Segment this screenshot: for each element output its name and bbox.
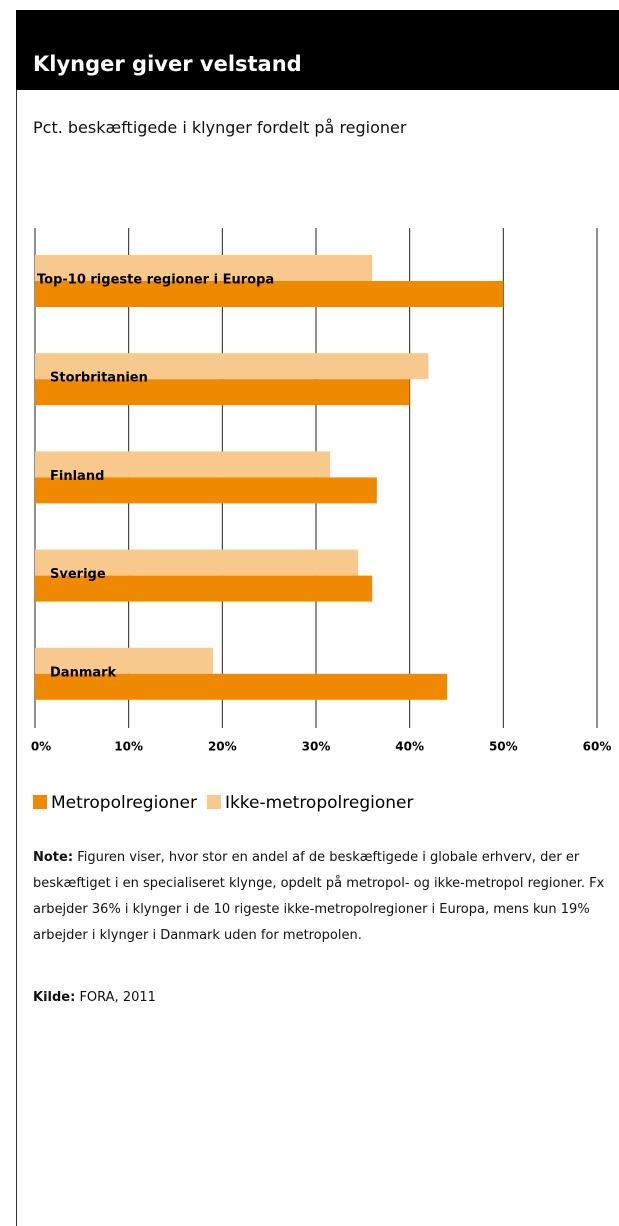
x-tick-label: 20%	[208, 740, 237, 754]
header: Klynger giver velstand	[16, 10, 619, 90]
bar	[35, 379, 410, 406]
legend-label: Metropolregioner	[51, 793, 197, 813]
legend-label: Ikke-metropolregioner	[225, 793, 414, 813]
chart-subtitle: Pct. beskæftigede i klynger fordelt på r…	[33, 118, 407, 137]
x-tick-label: 40%	[395, 740, 424, 754]
source-label: Kilde:	[33, 990, 76, 1005]
bar	[35, 647, 213, 674]
category-label: Sverige	[50, 567, 106, 582]
source: Kilde: FORA, 2011	[33, 990, 156, 1005]
bar	[35, 353, 429, 380]
category-label: Storbritanien	[50, 371, 148, 386]
category-label: Danmark	[50, 665, 117, 680]
x-tick-label: 10%	[114, 740, 143, 754]
note: Note: Figuren viser, hvor stor en andel …	[33, 845, 608, 949]
bar	[35, 549, 359, 576]
x-tick-label: 0%	[31, 740, 51, 754]
bar	[35, 281, 504, 307]
note-text: Figuren viser, hvor stor en andel af de …	[33, 850, 605, 943]
x-tick-label: 30%	[302, 740, 331, 754]
chart-title: Klynger giver velstand	[33, 52, 302, 76]
source-text: FORA, 2011	[79, 990, 156, 1005]
category-label: Finland	[50, 469, 104, 484]
bar	[35, 255, 373, 281]
bar	[35, 451, 331, 478]
bar	[35, 477, 377, 504]
category-label: Top-10 rigeste regioner i Europa	[37, 273, 274, 288]
frame	[16, 10, 619, 1226]
legend-swatch	[206, 795, 221, 809]
x-tick-label: 50%	[489, 740, 518, 754]
chart: 0% 10% 20% 30% 40% 50% 60% Top-10 rigeste regio…	[31, 228, 612, 813]
x-tick-label: 60%	[583, 740, 612, 754]
note-label: Note:	[33, 850, 74, 865]
bar	[35, 673, 448, 700]
bar	[35, 575, 373, 602]
legend-swatch	[33, 795, 47, 809]
